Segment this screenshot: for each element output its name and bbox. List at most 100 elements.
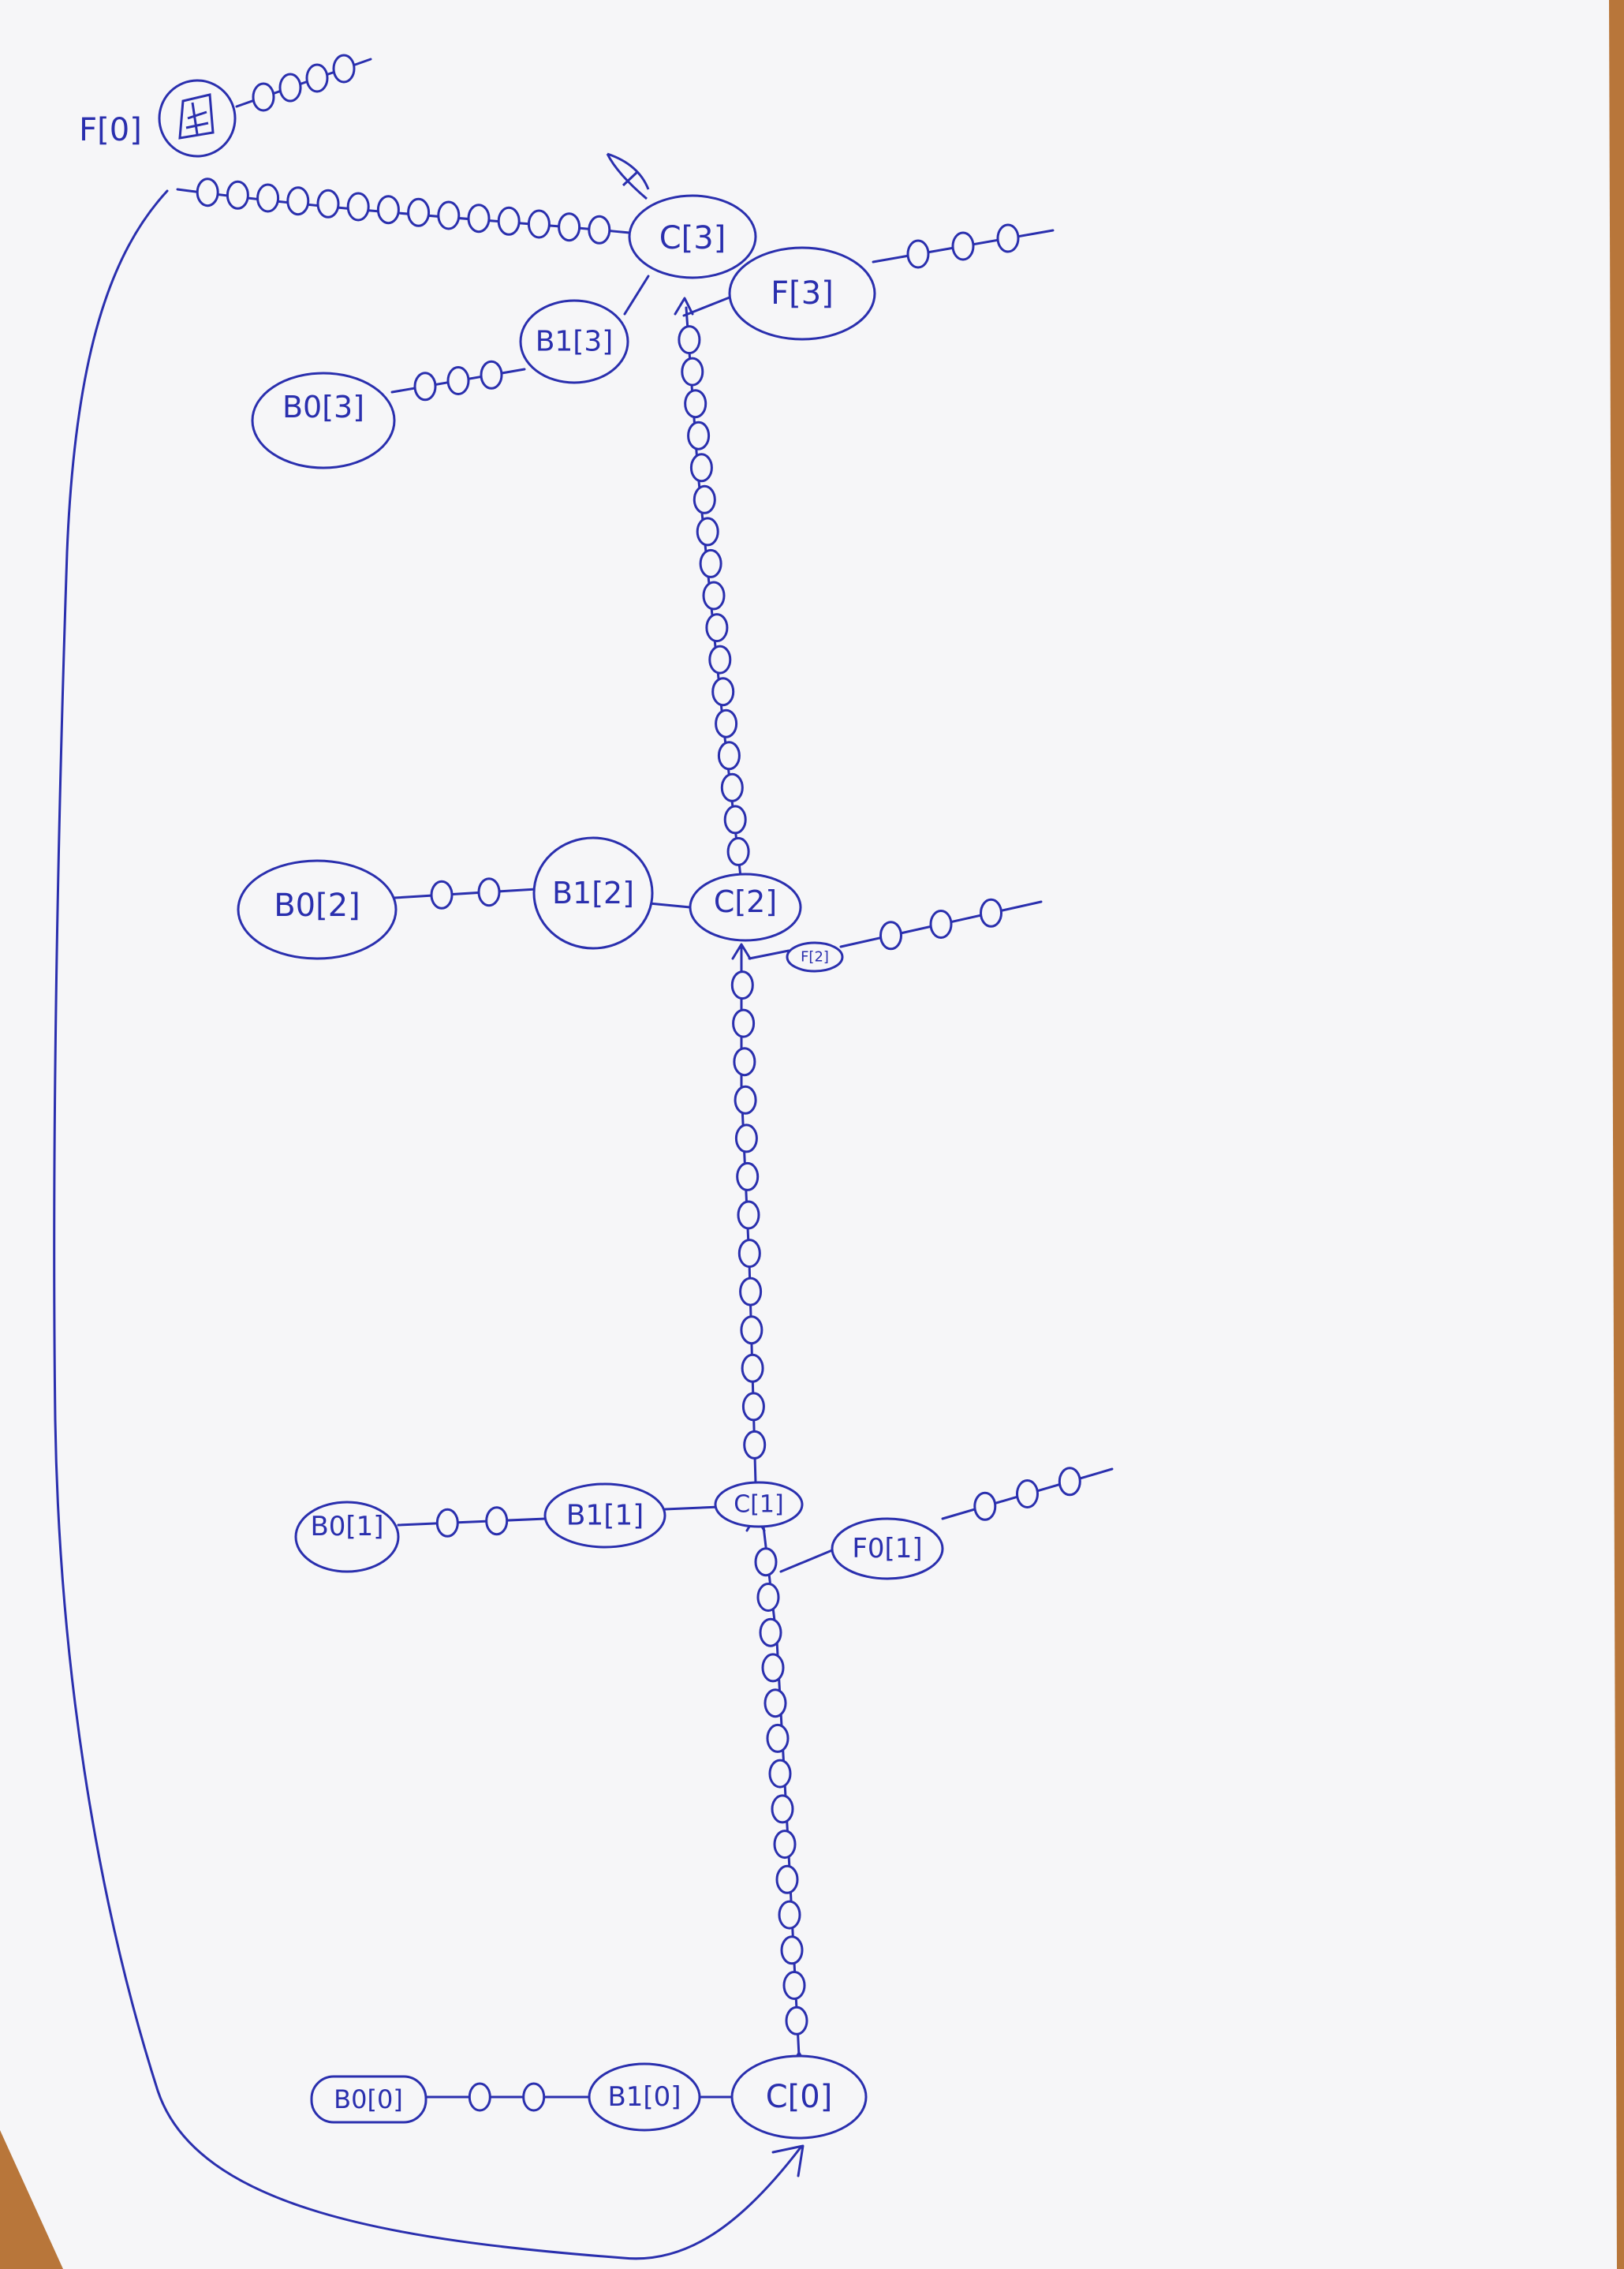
node-c3-label: C[3]	[659, 220, 726, 256]
chain-bead	[430, 880, 454, 910]
arrowhead-c3	[674, 297, 694, 316]
chain-bead	[705, 613, 729, 643]
chain-bead	[771, 1794, 794, 1824]
node-f1: F0[1]	[831, 1517, 944, 1580]
chain-bead	[684, 389, 707, 419]
chain-bead	[739, 1277, 763, 1306]
node-c0-label: C[0]	[766, 2079, 833, 2115]
node-c1-label: C[1]	[734, 1491, 783, 1519]
node-b01-label: B0[1]	[310, 1511, 383, 1542]
chain-b02-b12	[393, 888, 538, 899]
chain-bead	[708, 645, 732, 675]
chain-bead	[702, 581, 726, 611]
chain-bead	[906, 239, 930, 269]
chain-bead	[768, 1759, 792, 1789]
chain-bead	[759, 1617, 782, 1647]
chain-bead	[477, 877, 501, 907]
chain-bead	[754, 1547, 778, 1577]
chain-bead	[196, 178, 219, 207]
chain-bead	[740, 1315, 763, 1345]
node-b03-label: B0[3]	[282, 390, 364, 424]
node-c3: C[3]	[628, 194, 757, 279]
chain-bead	[480, 360, 503, 390]
chain-b12-c2	[648, 902, 692, 909]
chain-bead	[256, 183, 280, 213]
chain-bead	[558, 212, 581, 242]
chain-bead	[973, 1491, 997, 1521]
chain-bead	[437, 200, 461, 230]
chain-bead	[527, 209, 551, 239]
chain-b13-c3	[623, 275, 650, 316]
chain-bead	[588, 215, 611, 245]
chain-bead	[678, 325, 701, 355]
chain-b01-b11	[397, 1517, 547, 1527]
chain-bead	[733, 1047, 756, 1077]
chain-bead	[376, 195, 400, 225]
chain-bead	[1016, 1479, 1039, 1508]
chain-bead	[951, 231, 975, 261]
chain-bead	[407, 197, 431, 227]
chain-bead	[720, 772, 744, 802]
chain-bead	[332, 54, 356, 84]
arrowhead-c2	[731, 943, 752, 960]
chain-bead	[446, 366, 470, 395]
node-b01: B0[1]	[294, 1501, 400, 1573]
chain-bead	[775, 1864, 799, 1894]
chain-bead	[693, 484, 716, 514]
chain-bead	[741, 1353, 764, 1383]
chain-bead	[711, 677, 735, 707]
chain-bead	[929, 910, 953, 939]
chain-b11-c1	[663, 1505, 721, 1511]
chain-bead	[737, 1239, 761, 1269]
chain-bead	[689, 453, 713, 483]
chain-bead	[468, 2082, 491, 2112]
chain-bead	[252, 82, 275, 112]
node-b11: B1[1]	[543, 1482, 666, 1549]
node-b10: B1[0]	[588, 2062, 701, 2132]
chain-bead	[226, 180, 249, 210]
chain-c2-f2	[748, 949, 790, 960]
chain-bead	[435, 1508, 459, 1538]
node-b03: B0[3]	[251, 372, 396, 469]
node-b02-label: B0[2]	[274, 888, 360, 924]
node-c0: C[0]	[730, 2054, 868, 2140]
chain-bead	[773, 1830, 797, 1860]
chain-bead	[730, 970, 754, 1000]
chain-bead	[736, 1161, 760, 1191]
node-b13-label: B1[3]	[536, 326, 614, 358]
node-layer: F[0] C[3] F[3] B1[3] B0[3] B0[2]	[79, 79, 944, 2140]
node-f3: F[3]	[728, 246, 876, 341]
chain-bead	[696, 517, 719, 547]
chain-bead	[778, 1900, 801, 1930]
chain-bead	[316, 189, 340, 219]
ink-layer	[53, 54, 1114, 2260]
chain-bead	[782, 1971, 806, 2000]
feedback-curve	[53, 189, 802, 2260]
chain-bead	[497, 206, 521, 236]
chain-bead	[522, 2082, 546, 2112]
chain-c1-f1	[779, 1549, 834, 1573]
sketch-icon	[178, 93, 215, 140]
chain-bead	[996, 223, 1020, 253]
chain-bead	[305, 63, 329, 93]
chain-bead	[763, 1688, 787, 1718]
chain-bead	[346, 192, 370, 222]
chain-bead	[717, 741, 741, 771]
node-b02: B0[2]	[237, 859, 398, 960]
node-b12: B1[2]	[532, 836, 654, 950]
chain-bead	[879, 921, 902, 951]
node-b00: B0[0]	[310, 2075, 427, 2124]
node-b00-label: B0[0]	[334, 2084, 403, 2114]
chain-bead	[743, 1430, 767, 1460]
node-f0: F[0]	[79, 79, 237, 158]
chain-bead	[741, 1392, 765, 1422]
node-c2: C[2]	[689, 873, 802, 942]
node-b10-label: B1[0]	[607, 2081, 681, 2113]
node-f2: F[2]	[786, 941, 844, 973]
chain-bead	[737, 1200, 760, 1230]
chain-bead	[467, 204, 491, 234]
node-f0-label: F[0]	[79, 112, 142, 148]
node-f1-label: F0[1]	[852, 1533, 922, 1564]
